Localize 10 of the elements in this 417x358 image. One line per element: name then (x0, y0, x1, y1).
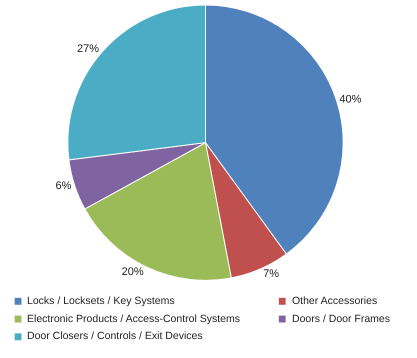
data-label: 40% (339, 94, 362, 106)
legend-label: Door Closers / Controls / Exit Devices (27, 330, 203, 342)
data-label: 20% (122, 266, 144, 278)
legend-label: Electronic Products / Access-Control Systems (27, 313, 240, 325)
data-label: 7% (263, 268, 280, 280)
legend-label: Doors / Door Frames (292, 313, 390, 325)
legend-label: Other Accessories (292, 295, 378, 307)
data-label: 27% (76, 43, 100, 56)
legend-label: Locks / Locksets / Key Systems (27, 295, 175, 307)
data-label: 6% (55, 180, 72, 192)
